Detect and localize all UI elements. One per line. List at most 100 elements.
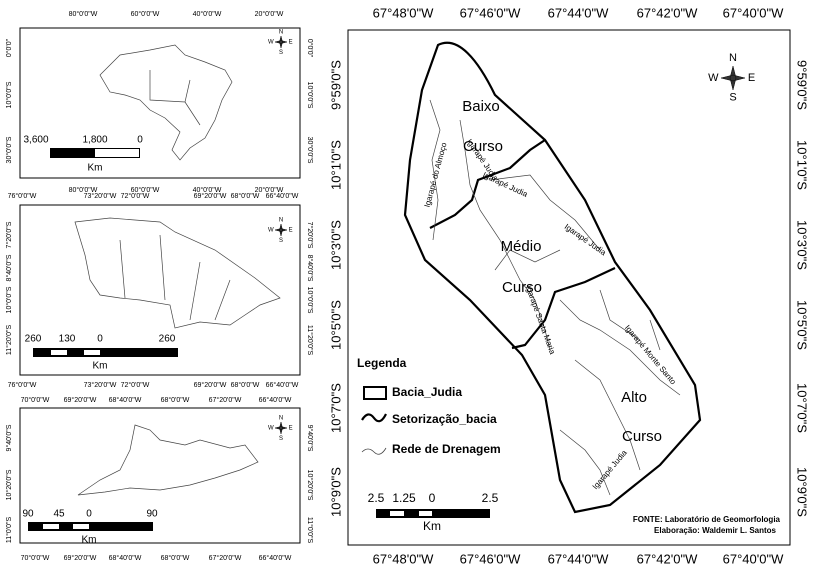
y-coordinate-label: 10°5'0"S: [795, 300, 810, 350]
compass-letter: W: [708, 72, 719, 84]
x-coordinate-label: 68°0'0"W: [161, 396, 190, 404]
y-coordinate-label: 7°20'0"S: [5, 221, 13, 248]
x-coordinate-label: 69°20'0"W: [194, 192, 227, 200]
y-coordinate-label: 10°1'0"S: [328, 140, 343, 190]
y-coordinate-label: 11°0'0"S: [306, 517, 314, 544]
brazil-outline: [99, 44, 233, 161]
y-coordinate-label: 7°20'0"S: [306, 222, 314, 249]
y-coordinate-label: 10°20'0"S: [306, 470, 314, 501]
compass-letter: E: [748, 72, 755, 84]
sector-label: Curso: [463, 138, 503, 155]
credit: FONTE: Laboratório de Geomorfologia: [633, 515, 781, 524]
x-coordinate-label: 67°20'0"W: [209, 396, 242, 404]
x-coordinate-label: 66°40'0"W: [259, 396, 292, 404]
y-coordinate-label: 10°9'0"S: [795, 467, 810, 517]
sector-boundary: [429, 139, 546, 229]
y-coordinate-label: 8°40'0"S: [5, 254, 13, 281]
x-coordinate-label: 67°48'0"W: [373, 551, 434, 566]
x-coordinate-label: 69°20'0"W: [64, 396, 97, 404]
x-coordinate-label: 73°20'0"W: [84, 192, 117, 200]
legend-symbol: [361, 413, 387, 423]
x-coordinate-label: 20°0'0"W: [255, 186, 284, 194]
x-coordinate-label: 67°44'0"W: [548, 551, 609, 566]
scale-label: 130: [59, 334, 76, 345]
x-coordinate-label: 69°20'0"W: [194, 381, 227, 389]
scale-unit: Km: [88, 163, 103, 174]
scale-bar: [33, 348, 178, 357]
x-coordinate-label: 66°40'0"W: [266, 192, 299, 200]
scale-bar: [376, 509, 490, 518]
sector-label: Baixo: [462, 98, 500, 115]
x-coordinate-label: 68°40'0"W: [109, 554, 142, 562]
scale-unit: Km: [423, 519, 441, 533]
scale-label: 260: [159, 334, 176, 345]
sector-label: Médio: [501, 238, 542, 255]
y-coordinate-label: 10°5'0"S: [328, 300, 343, 350]
x-coordinate-label: 67°42'0"W: [637, 551, 698, 566]
compass-letter: W: [268, 228, 274, 234]
x-coordinate-label: 70°0'0"W: [21, 554, 50, 562]
legend-item: Bacia_Judia: [392, 385, 462, 399]
y-coordinate-label: 10°0'0"S: [5, 81, 13, 108]
x-coordinate-label: 76°0'0"W: [8, 381, 37, 389]
north-arrow: [274, 35, 288, 49]
y-coordinate-label: 0°0'0": [5, 38, 13, 57]
y-coordinate-label: 10°9'0"S: [328, 467, 343, 517]
compass-letter: N: [279, 415, 283, 421]
y-coordinate-label: 30°0'0"S: [306, 137, 314, 164]
x-coordinate-label: 73°20'0"W: [84, 381, 117, 389]
compass-letter: S: [279, 436, 283, 442]
scale-bar: [28, 522, 153, 531]
y-coordinate-label: 10°20'0"S: [5, 469, 13, 500]
scale-label: 2.5: [482, 491, 499, 505]
legend-item: Setorização_bacia: [392, 412, 497, 426]
x-coordinate-label: 68°40'0"W: [109, 396, 142, 404]
x-coordinate-label: 68°0'0"W: [231, 192, 260, 200]
y-coordinate-label: 9°40'0"S: [306, 425, 314, 452]
credit: Elaboração: Waldemir L. Santos: [654, 526, 777, 535]
legend-title: Legenda: [357, 356, 407, 370]
scale-label: 1,800: [82, 135, 107, 146]
y-coordinate-label: 11°0'0"S: [5, 516, 13, 543]
x-coordinate-label: 80°0'0"W: [69, 186, 98, 194]
river-label: Igarapé Judia: [481, 170, 529, 199]
x-coordinate-label: 67°40'0"W: [723, 551, 784, 566]
y-coordinate-label: 10°7'0"S: [795, 383, 810, 433]
y-coordinate-label: 10°3'0"S: [795, 220, 810, 270]
compass-letter: S: [279, 238, 283, 244]
x-coordinate-label: 66°40'0"W: [259, 554, 292, 562]
sector-boundary: [511, 267, 616, 350]
x-coordinate-label: 67°40'0"W: [723, 5, 784, 20]
x-coordinate-label: 40°0'0"W: [193, 186, 222, 194]
north-arrow: [274, 223, 288, 237]
x-coordinate-label: 70°0'0"W: [21, 396, 50, 404]
scale-label: 3,600: [23, 135, 48, 146]
x-coordinate-label: 69°20'0"W: [64, 554, 97, 562]
y-coordinate-label: 0°0'0": [306, 39, 314, 58]
inset-frame: [19, 27, 301, 179]
inset-frame: [19, 204, 301, 376]
x-coordinate-label: 80°0'0"W: [69, 10, 98, 18]
river-label: Igarapé Judia: [563, 222, 608, 257]
x-coordinate-label: 76°0'0"W: [8, 192, 37, 200]
compass-letter: N: [279, 217, 283, 223]
y-coordinate-label: 10°1'0"S: [795, 140, 810, 190]
acre-outline: [74, 217, 281, 329]
x-coordinate-label: 67°46'0"W: [460, 551, 521, 566]
river-label: Igarapé do Almoço: [423, 141, 449, 208]
scale-label: 90: [22, 509, 34, 520]
compass-letter: S: [279, 50, 283, 56]
drainage: [429, 99, 681, 496]
legend-item: Rede de Drenagem: [392, 442, 501, 456]
compass-letter: W: [268, 426, 274, 432]
sector-label: Curso: [622, 428, 662, 445]
scale-unit: Km: [93, 361, 108, 372]
y-coordinate-label: 10°0'0"S: [306, 82, 314, 109]
y-coordinate-label: 30°0'0"S: [5, 136, 13, 163]
compass-letter: N: [729, 52, 737, 64]
compass-letter: E: [289, 228, 293, 234]
compass-letter: N: [279, 29, 283, 35]
north-arrow: [274, 421, 288, 435]
y-coordinate-label: 8°40'0"S: [306, 255, 314, 282]
scale-bar: [50, 148, 140, 158]
